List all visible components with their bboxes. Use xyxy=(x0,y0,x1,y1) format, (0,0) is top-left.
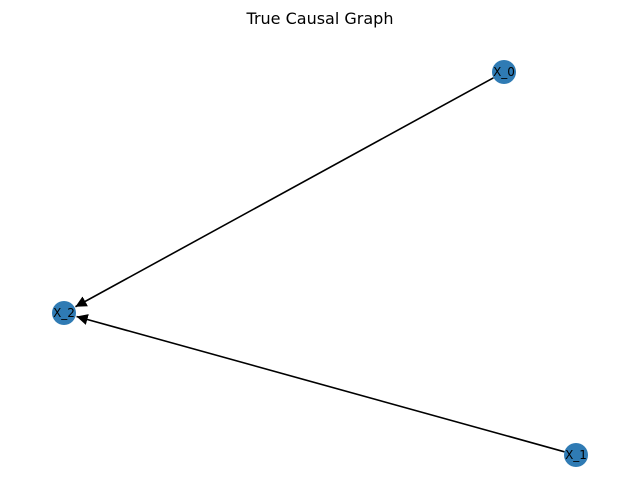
graph-title: True Causal Graph xyxy=(246,9,394,28)
edge-x_1-to-x_2 xyxy=(76,314,565,453)
node-x_1: X_1 xyxy=(564,443,588,467)
edge-x_0-to-x_2 xyxy=(75,77,494,308)
node-x_0: X_0 xyxy=(492,60,516,84)
node-circle xyxy=(52,301,76,325)
edges-layer xyxy=(75,77,565,453)
node-circle xyxy=(564,443,588,467)
node-label: X_1 xyxy=(565,448,587,462)
node-label: X_0 xyxy=(493,65,515,79)
node-x_2: X_2 xyxy=(52,301,76,325)
node-label: X_2 xyxy=(53,306,75,320)
node-circle xyxy=(492,60,516,84)
nodes-layer: X_0 X_1 X_2 xyxy=(52,60,588,467)
